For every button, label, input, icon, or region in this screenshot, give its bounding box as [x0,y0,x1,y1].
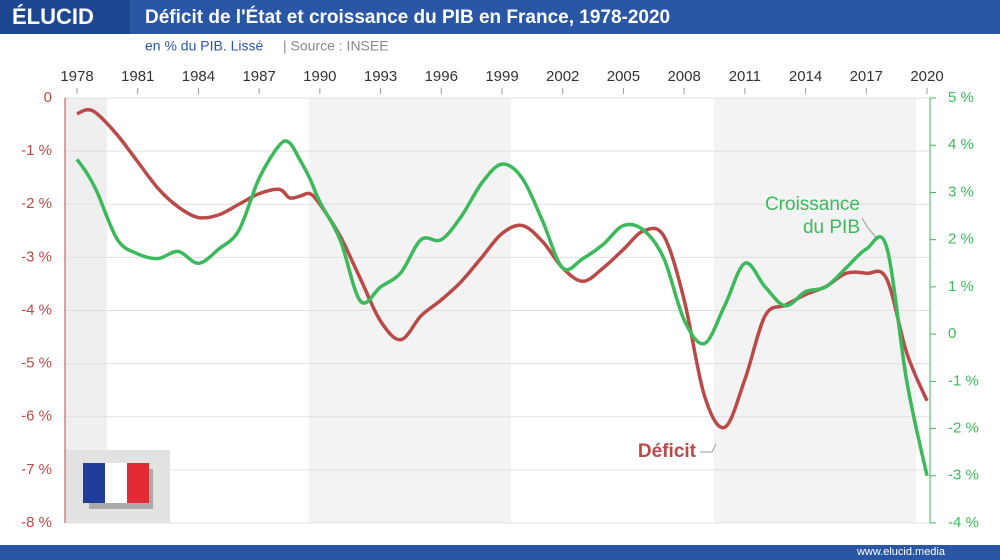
x-tick-label: 1978 [60,68,93,85]
header-bar [0,0,1000,34]
y-tick-label: -7 % [21,461,52,478]
x-tick-label: 2011 [729,68,761,85]
y2-tick-label: -4 % [948,514,979,531]
annotation: du PIB [803,217,860,238]
y-tick-label: -5 % [21,355,52,372]
x-tick-label: 2005 [607,68,640,85]
subtitle: en % du PIB. Lissé [145,38,264,54]
y2-tick-label: -2 % [948,420,979,437]
source: | Source : INSEE [283,38,389,54]
x-tick-label: 2017 [850,68,883,85]
y2-tick-label: 1 % [948,278,974,295]
y-tick-label: -6 % [21,408,52,425]
x-tick-label: 1981 [121,68,154,85]
annotation: Déficit [638,441,697,462]
x-tick-label: 1984 [182,68,215,85]
y2-tick-label: -3 % [948,467,979,484]
y-tick-label: -3 % [21,248,52,265]
y-tick-label: -8 % [21,514,52,531]
y2-tick-label: -1 % [948,372,979,389]
x-tick-label: 2008 [667,68,700,85]
x-tick-label: 2014 [789,68,822,85]
leader [700,443,717,453]
footer: www.elucid.media [856,546,946,558]
y2-tick-label: 0 [948,325,956,342]
brand: ÉLUCID [12,4,94,29]
leader [861,217,879,241]
y2-tick-label: 2 % [948,231,974,248]
footer-bar [0,545,1000,560]
x-tick-label: 1999 [485,68,518,85]
x-tick-label: 1990 [303,68,336,85]
logo-box [0,0,130,34]
chart-title: Déficit de l'État et croissance du PIB e… [145,6,670,28]
x-tick-label: 2002 [546,68,579,85]
annotation: Croissance [765,194,860,215]
flag [83,463,153,509]
y-tick-label: -4 % [21,301,52,318]
y2-tick-label: 4 % [948,136,974,153]
series-line [76,107,929,430]
x-tick-label: 1993 [364,68,397,85]
x-tick-label: 2020 [910,68,943,85]
y2-tick-label: 5 % [948,89,974,106]
y-tick-label: 0 [44,89,52,106]
x-tick-label: 1996 [425,68,458,85]
y2-tick-label: 3 % [948,183,974,200]
series-line [75,139,929,477]
y-tick-label: -1 % [21,142,52,159]
x-tick-label: 1987 [242,68,275,85]
y-tick-label: -2 % [21,195,52,212]
